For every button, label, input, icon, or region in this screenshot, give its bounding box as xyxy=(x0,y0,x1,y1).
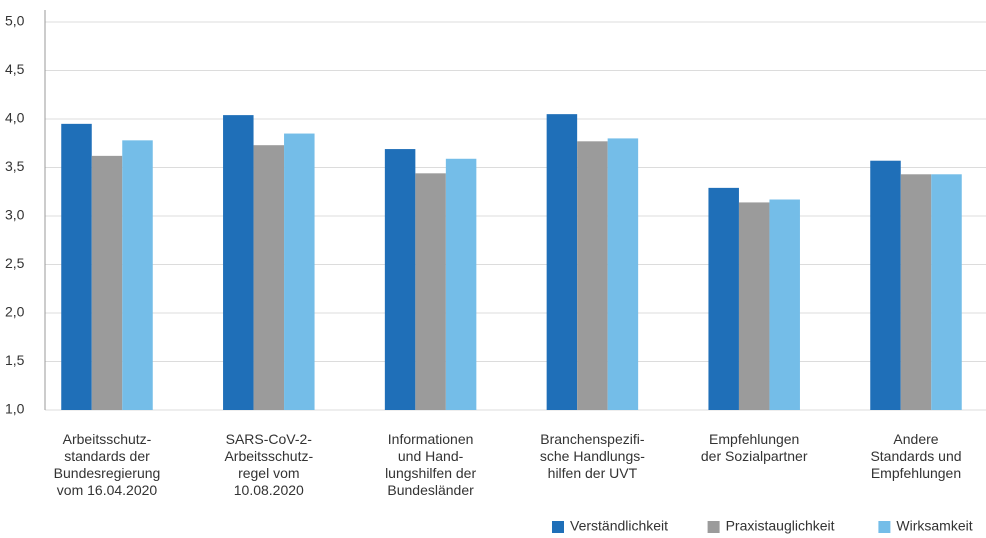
x-tick-label-line: hilfen der UVT xyxy=(548,465,638,481)
x-tick-label: SARS-CoV-2-Arbeitsschutz-regel vom 10.08.… xyxy=(224,431,313,498)
x-tick-label-line: sche Handlungs- xyxy=(540,448,645,464)
x-tick-label-line: Bundesländer xyxy=(387,482,474,498)
legend-swatch xyxy=(552,521,564,533)
bar xyxy=(769,199,800,410)
bar xyxy=(738,202,770,410)
bar xyxy=(607,138,639,410)
x-tick-label-line: Standards und xyxy=(870,448,961,464)
x-tick-label-line: SARS-CoV-2- xyxy=(226,431,313,447)
bar xyxy=(931,174,962,410)
bar xyxy=(546,114,578,411)
bar xyxy=(253,145,285,410)
x-tick-label: Andere Standards und Empfehlungen xyxy=(870,431,961,481)
y-tick-label: 1,5 xyxy=(5,352,25,368)
x-tick-label-line: der Sozialpartner xyxy=(701,448,808,464)
legend-swatch xyxy=(878,521,891,533)
x-tick-label: Arbeitsschutz-standards der Bundesregieru… xyxy=(54,431,161,498)
y-tick-label: 3,5 xyxy=(5,158,25,174)
y-tick-label: 4,5 xyxy=(5,61,25,77)
bar xyxy=(870,160,901,410)
x-tick-label-line: Branchenspezifi- xyxy=(540,431,645,447)
y-tick-label: 2,0 xyxy=(5,304,25,320)
x-tick-label: Empfehlungen der Sozialpartner xyxy=(701,431,808,464)
legend-label: Praxistauglichkeit xyxy=(726,518,835,534)
x-tick-label-line: Bundesregierung xyxy=(54,465,161,481)
legend-label: Verständlichkeit xyxy=(570,518,668,534)
x-tick-label-line: vom 16.04.2020 xyxy=(57,482,158,498)
x-tick-label-line: Andere xyxy=(893,431,938,447)
bar xyxy=(122,140,153,410)
bar xyxy=(284,133,315,411)
legend-swatch xyxy=(707,521,720,533)
legend-label: Wirksamkeit xyxy=(896,518,972,534)
bar xyxy=(708,187,739,410)
x-tick-label-line: und Hand- xyxy=(398,448,464,464)
x-tick-label: Branchenspezifi-sche Handlungs-hilfen de… xyxy=(540,431,645,481)
x-tick-label-line: lungshilfen der xyxy=(385,465,476,481)
y-tick-label: 3,0 xyxy=(5,207,25,223)
x-tick-label-line: Empfehlungen xyxy=(871,465,961,481)
bar xyxy=(384,149,416,410)
y-tick-label: 1,0 xyxy=(5,401,25,417)
bar xyxy=(415,173,446,410)
y-tick-label: 2,5 xyxy=(5,255,25,271)
x-tick-label-line: 10.08.2020 xyxy=(234,482,304,498)
bar xyxy=(223,115,254,411)
bar xyxy=(61,123,92,410)
x-tick-label-line: Arbeitsschutz- xyxy=(63,431,152,447)
x-tick-label-line: regel vom xyxy=(238,465,299,481)
x-tick-label-line: standards der xyxy=(64,448,150,464)
x-tick-label-line: Arbeitsschutz- xyxy=(224,448,313,464)
y-tick-label: 5,0 xyxy=(5,13,25,29)
x-tick-label-line: Empfehlungen xyxy=(709,431,799,447)
x-tick-label-line: Informationen xyxy=(388,431,474,447)
bar xyxy=(577,141,608,410)
bar xyxy=(445,158,477,410)
y-tick-label: 4,0 xyxy=(5,110,25,126)
bar xyxy=(900,174,932,410)
x-tick-label: Informationen und Hand-lungshilfen der Bun… xyxy=(385,431,476,498)
bar xyxy=(91,155,123,410)
